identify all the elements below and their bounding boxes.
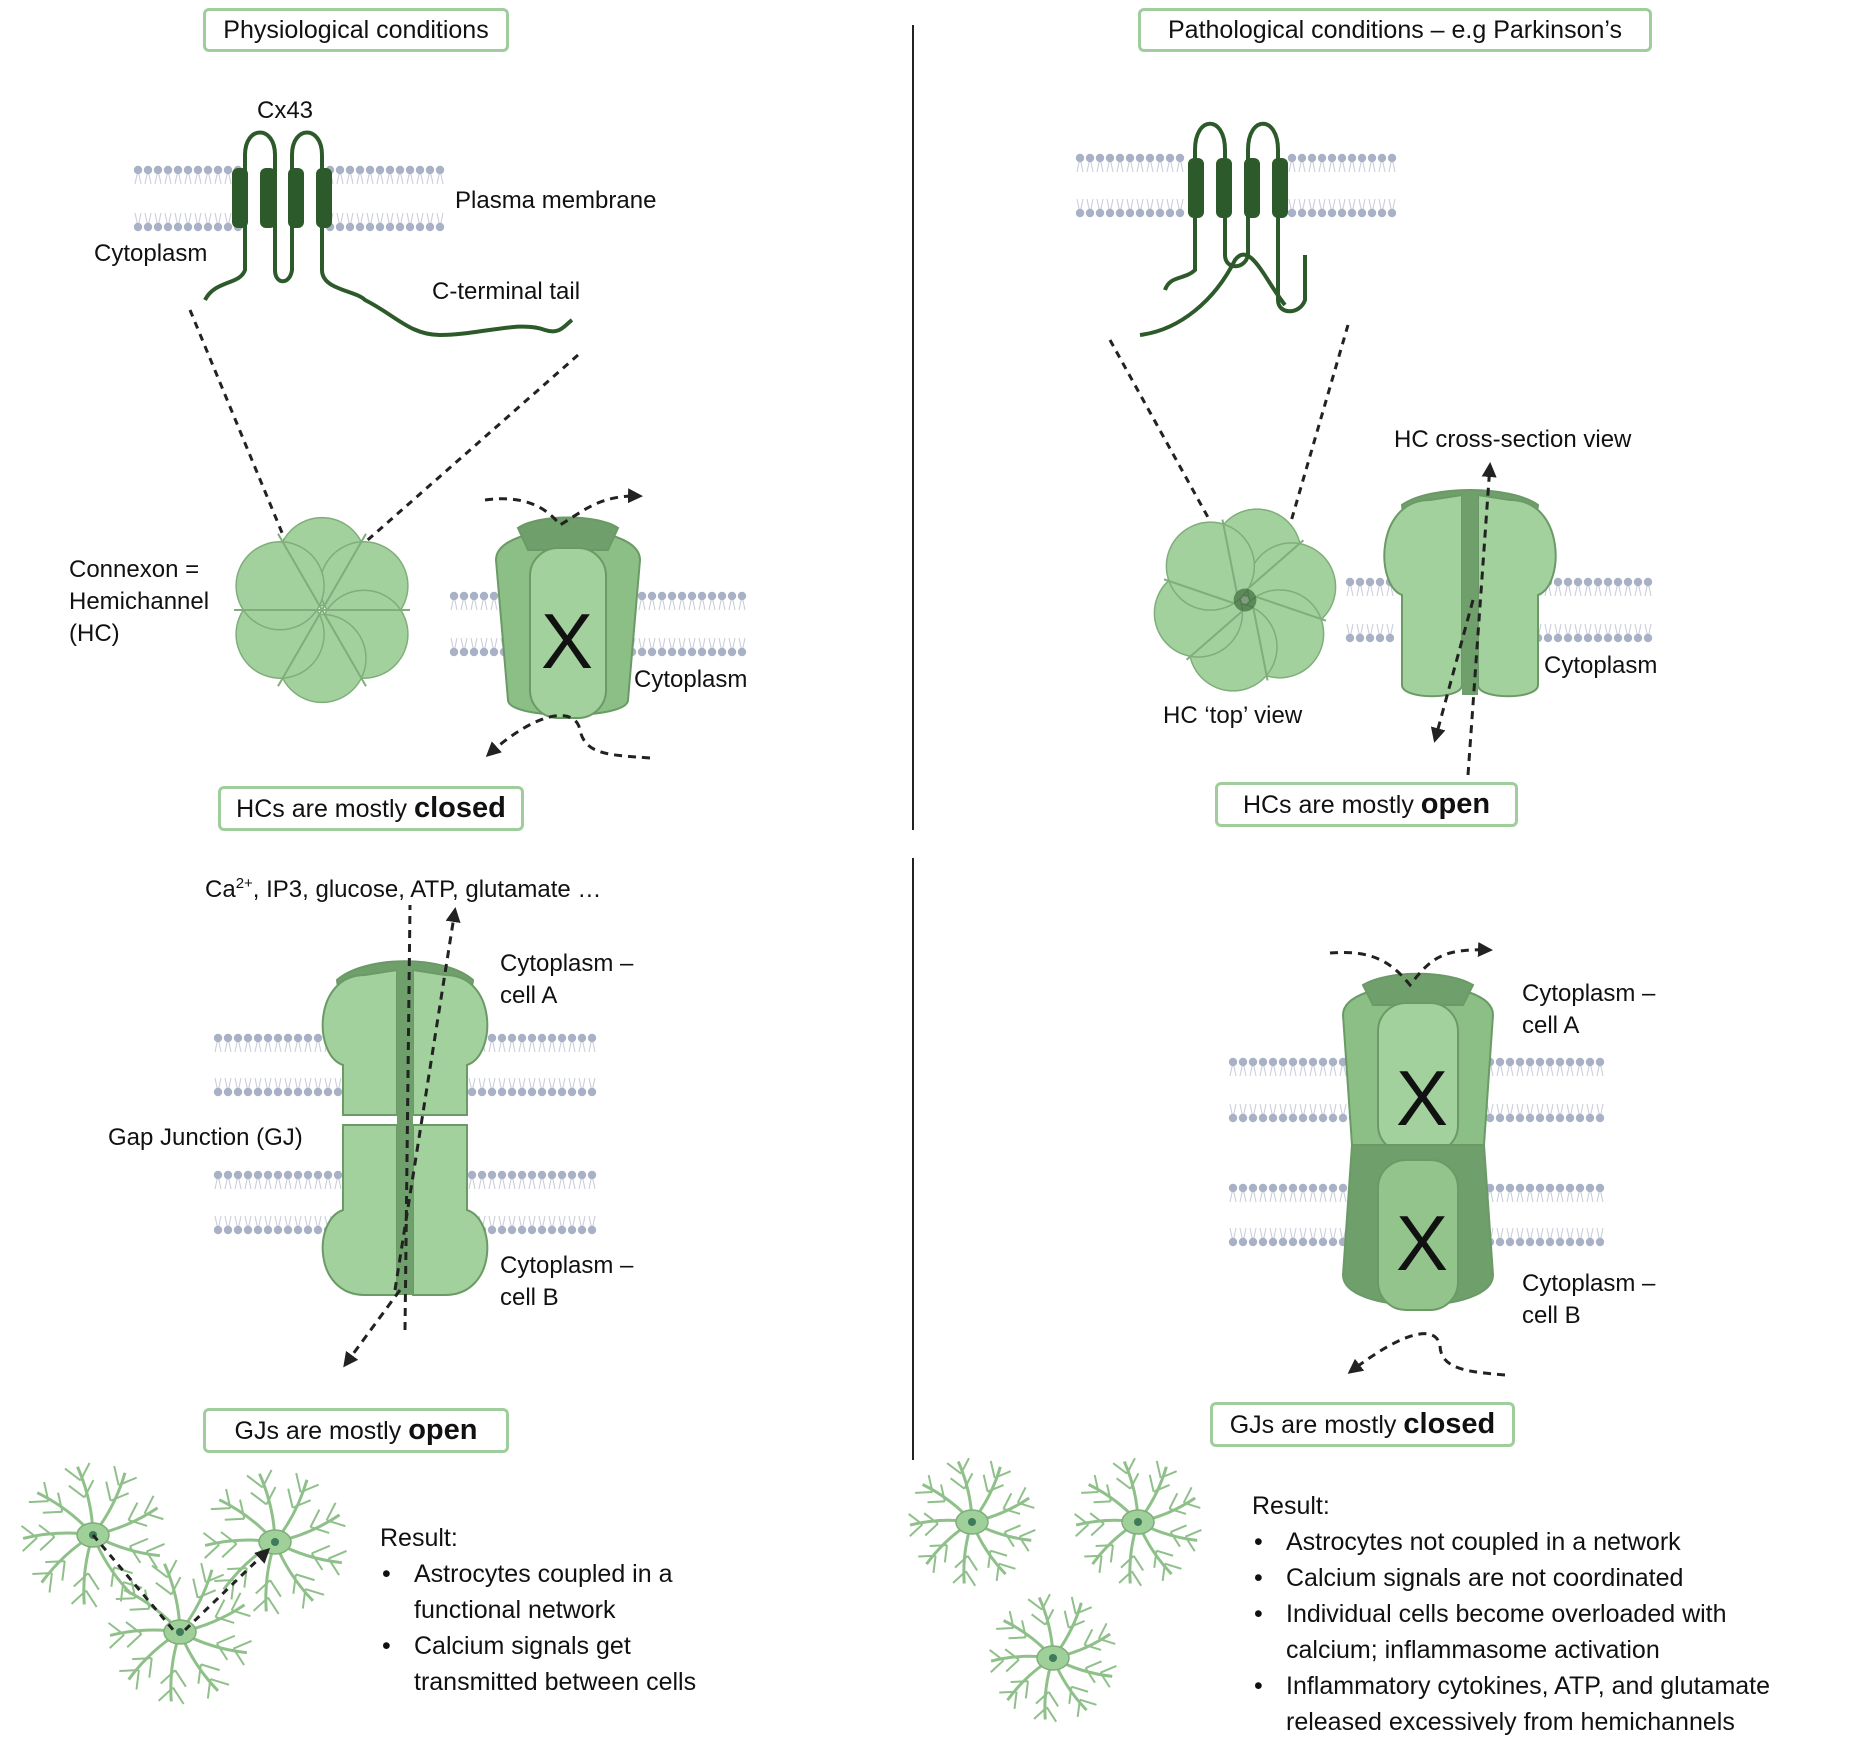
gj-status-physiological: GJs are mostly open xyxy=(203,1408,509,1453)
membrane-cx43-left xyxy=(133,165,243,232)
blocked-x-gj-bottom: X xyxy=(1396,1199,1448,1287)
result-pathological: Result: Astrocytes not coupled in a netw… xyxy=(1252,1488,1812,1740)
astrocyte xyxy=(908,1457,1036,1587)
astrocyte xyxy=(202,1469,347,1615)
gap-junction-closed xyxy=(1341,972,1495,1311)
c-terminal-tail-label: C-terminal tail xyxy=(432,278,581,305)
astrocyte xyxy=(989,1593,1117,1723)
cx43-protein xyxy=(203,130,574,338)
hemichannel-open xyxy=(1383,489,1557,698)
result-item: Inflammatory cytokines, ATP, and glutama… xyxy=(1254,1668,1812,1740)
hc-status-physiological: HCs are mostly closed xyxy=(218,786,524,831)
hc-top-view-open xyxy=(1153,508,1337,692)
hc-pore xyxy=(1233,588,1257,612)
connexon-top-view xyxy=(234,516,410,704)
header-pathological: Pathological conditions – e.g Parkinson’… xyxy=(1138,8,1652,52)
gap-junction-label: Gap Junction (GJ) xyxy=(108,1124,303,1151)
hc-cross-section-label: HC cross-section view xyxy=(1394,426,1632,453)
hc-subunit xyxy=(235,541,325,631)
blocked-x-hc: X xyxy=(541,597,593,685)
cx43-protein-pathological xyxy=(1139,121,1307,337)
result-physiological: Result: Astrocytes coupled in a function… xyxy=(380,1520,760,1700)
astrocyte-coupling-arrows xyxy=(91,1534,271,1633)
result-item: Individual cells become overloaded with … xyxy=(1254,1596,1812,1668)
molecules-label: Ca2+, IP3, glucose, ATP, glutamate … xyxy=(205,875,602,903)
membrane-cx43-path-left xyxy=(1075,153,1185,218)
blocked-x-gj-top: X xyxy=(1396,1054,1448,1142)
result-item: Calcium signals are not coordinated xyxy=(1254,1560,1812,1596)
cytoplasm-cell-b-label: Cytoplasm – cell B xyxy=(500,1252,634,1311)
hemichannel-closed xyxy=(494,516,642,719)
flow-arrows xyxy=(343,462,1506,1377)
cytoplasm-hc-open-label: Cytoplasm xyxy=(1544,652,1658,679)
cytoplasm-cell-a-label-path: Cytoplasm – cell A xyxy=(1522,980,1656,1039)
membrane-cx43-right xyxy=(325,165,445,232)
connexon-label: Connexon = Hemichannel (HC) xyxy=(69,556,210,647)
hc-top-view-label: HC ‘top’ view xyxy=(1163,702,1303,729)
result-title: Result: xyxy=(380,1524,458,1552)
cytoplasm-hc-label: Cytoplasm xyxy=(634,666,748,693)
result-item: Astrocytes not coupled in a network xyxy=(1254,1524,1812,1560)
astrocyte xyxy=(107,1559,252,1705)
blocked-marks: X X X xyxy=(541,597,1448,1287)
gap-junction-open xyxy=(321,960,489,1296)
lipid-bilayers xyxy=(133,153,1653,1247)
gj-status-pathological: GJs are mostly closed xyxy=(1210,1402,1515,1447)
result-title: Result: xyxy=(1252,1492,1330,1520)
zoom-lines xyxy=(188,309,1350,547)
cytoplasm-label: Cytoplasm xyxy=(94,240,208,267)
hc-status-pathological: HCs are mostly open xyxy=(1215,782,1518,827)
cx43-label: Cx43 xyxy=(257,97,314,124)
cytoplasm-cell-a-label: Cytoplasm – cell A xyxy=(500,950,634,1009)
astrocyte xyxy=(1074,1457,1202,1587)
header-physiological: Physiological conditions xyxy=(203,8,509,52)
cx43-helices xyxy=(232,168,332,228)
cytoplasm-cell-b-label-path: Cytoplasm – cell B xyxy=(1522,1270,1656,1329)
channels xyxy=(321,489,1557,1311)
membrane-hc-closed-right xyxy=(627,591,747,657)
plasma-membrane-label: Plasma membrane xyxy=(455,187,657,214)
result-item: Astrocytes coupled in a functional netwo… xyxy=(382,1556,760,1628)
astrocytes xyxy=(20,1457,1202,1723)
result-item: Calcium signals get transmitted between … xyxy=(382,1628,760,1700)
membrane-cx43-path-right xyxy=(1287,153,1397,218)
membrane-hc-open-left xyxy=(1345,577,1395,643)
